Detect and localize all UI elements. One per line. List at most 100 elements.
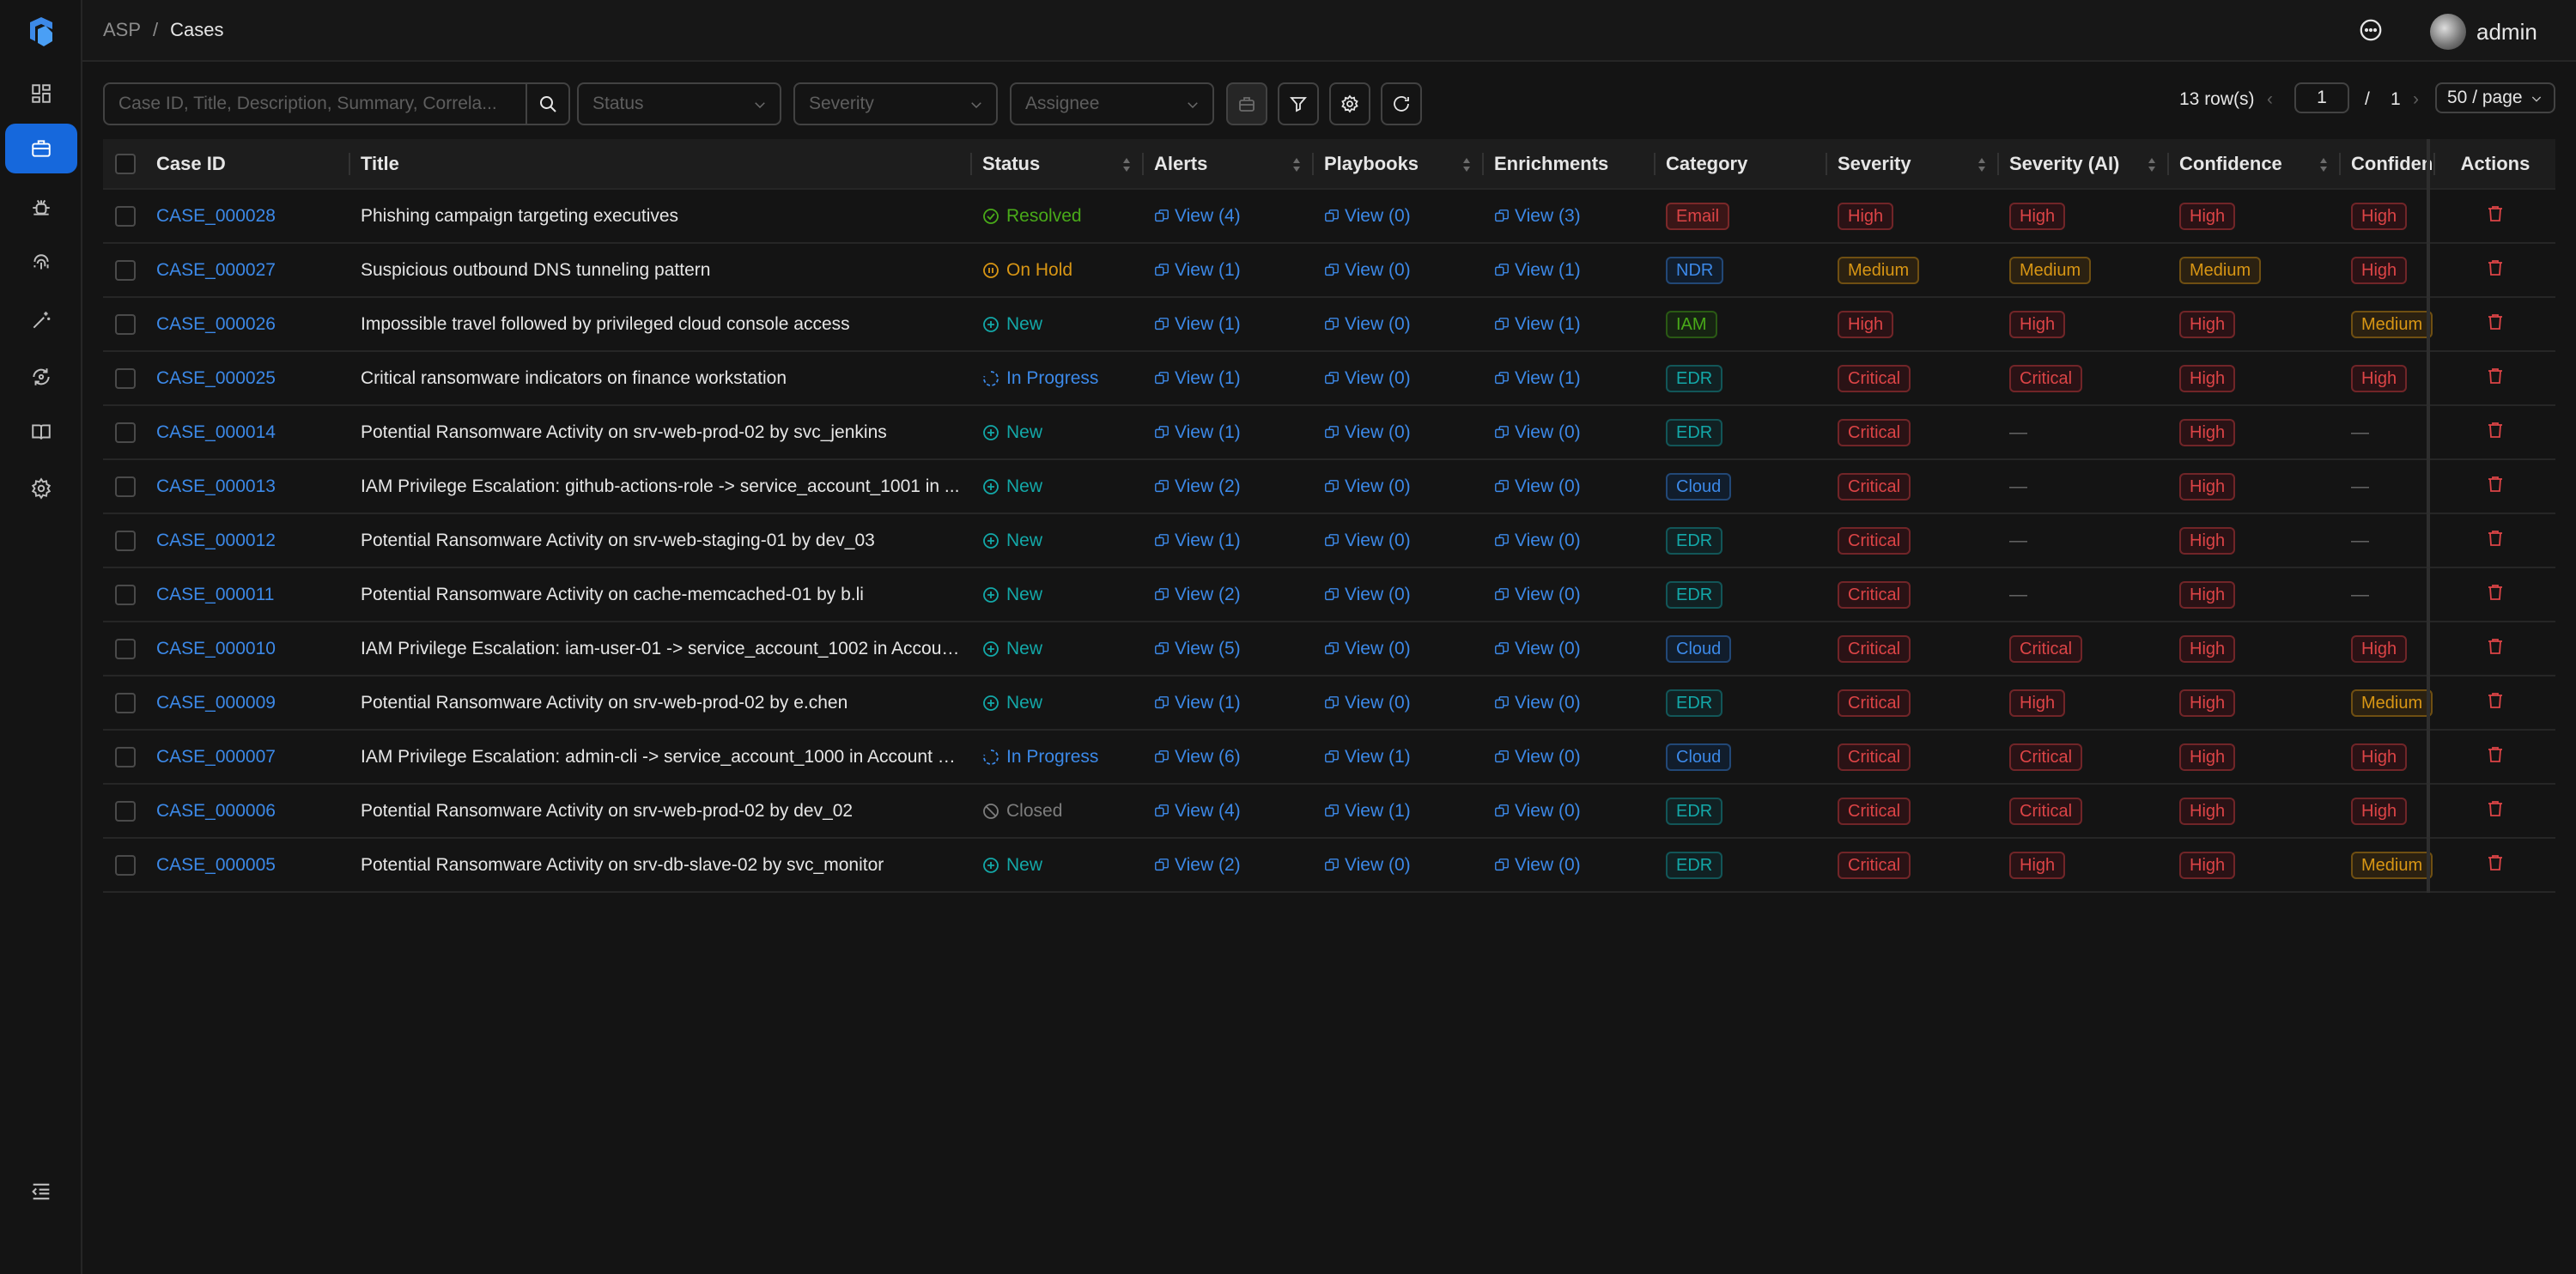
- case-id-link[interactable]: CASE_000007: [156, 746, 276, 767]
- refresh-button[interactable]: [1381, 82, 1422, 125]
- enrichments-link[interactable]: View (0): [1494, 422, 1645, 443]
- row-checkbox[interactable]: [115, 313, 136, 335]
- playbooks-link[interactable]: View (0): [1324, 368, 1473, 389]
- nav-settings[interactable]: [5, 464, 77, 513]
- nav-playbooks[interactable]: [5, 352, 77, 402]
- search-button[interactable]: [526, 82, 570, 125]
- row-checkbox[interactable]: [115, 692, 136, 713]
- column-header[interactable]: Playbooks: [1314, 139, 1484, 190]
- alerts-link[interactable]: View (4): [1154, 206, 1303, 227]
- sort-icon[interactable]: [1121, 156, 1132, 173]
- case-id-link[interactable]: CASE_000028: [156, 205, 276, 226]
- severity-select[interactable]: Severity: [793, 82, 998, 125]
- playbooks-link[interactable]: View (0): [1324, 693, 1473, 713]
- column-header[interactable]: Status: [972, 139, 1144, 190]
- sort-icon[interactable]: [2318, 156, 2329, 173]
- column-header[interactable]: Severity: [1827, 139, 1999, 190]
- case-id-link[interactable]: CASE_000025: [156, 367, 276, 388]
- playbooks-link[interactable]: View (0): [1324, 314, 1473, 335]
- breadcrumb-root[interactable]: ASP: [103, 19, 142, 40]
- playbooks-link[interactable]: View (0): [1324, 260, 1473, 281]
- row-checkbox[interactable]: [115, 422, 136, 443]
- row-checkbox[interactable]: [115, 530, 136, 551]
- delete-button[interactable]: [2485, 367, 2506, 391]
- search-input[interactable]: Case ID, Title, Description, Summary, Co…: [103, 82, 527, 125]
- enrichments-link[interactable]: View (0): [1494, 801, 1645, 822]
- alerts-link[interactable]: View (2): [1154, 855, 1303, 876]
- case-id-link[interactable]: CASE_000009: [156, 692, 276, 713]
- delete-button[interactable]: [2485, 746, 2506, 769]
- nav-investigation[interactable]: [5, 239, 77, 288]
- app-logo-icon[interactable]: [25, 15, 58, 48]
- status-select[interactable]: Status: [577, 82, 781, 125]
- case-id-link[interactable]: CASE_000013: [156, 476, 276, 496]
- case-id-link[interactable]: CASE_000005: [156, 854, 276, 875]
- table-row[interactable]: CASE_000006 Potential Ransomware Activity…: [103, 784, 2555, 839]
- username[interactable]: admin: [2476, 19, 2537, 45]
- playbooks-link[interactable]: View (0): [1324, 422, 1473, 443]
- alerts-link[interactable]: View (2): [1154, 476, 1303, 497]
- table-row[interactable]: CASE_000014 Potential Ransomware Activity…: [103, 405, 2555, 460]
- table-row[interactable]: CASE_000027 Suspicious outbound DNS tunne…: [103, 243, 2555, 298]
- chat-icon[interactable]: [2358, 17, 2384, 43]
- table-row[interactable]: CASE_000010 IAM Privilege Escalation: iam…: [103, 622, 2555, 676]
- alerts-link[interactable]: View (5): [1154, 639, 1303, 659]
- bulk-action-button[interactable]: [1226, 82, 1267, 125]
- alerts-link[interactable]: View (1): [1154, 314, 1303, 335]
- playbooks-link[interactable]: View (1): [1324, 801, 1473, 822]
- case-id-link[interactable]: CASE_000014: [156, 422, 276, 442]
- table-row[interactable]: CASE_000005 Potential Ransomware Activity…: [103, 838, 2555, 893]
- enrichments-link[interactable]: View (1): [1494, 368, 1645, 389]
- nav-ai[interactable]: [5, 295, 77, 345]
- delete-button[interactable]: [2485, 854, 2506, 877]
- nav-dashboard[interactable]: [5, 69, 77, 118]
- alerts-link[interactable]: View (4): [1154, 801, 1303, 822]
- row-checkbox[interactable]: [115, 367, 136, 389]
- enrichments-link[interactable]: View (0): [1494, 855, 1645, 876]
- table-row[interactable]: CASE_000025 Critical ransomware indicator…: [103, 351, 2555, 406]
- row-checkbox[interactable]: [115, 476, 136, 497]
- playbooks-link[interactable]: View (0): [1324, 639, 1473, 659]
- sort-icon[interactable]: [1291, 156, 1302, 173]
- row-checkbox[interactable]: [115, 854, 136, 876]
- column-header[interactable]: Severity (AI): [1999, 139, 2169, 190]
- delete-button[interactable]: [2485, 422, 2506, 445]
- filter-button[interactable]: [1278, 82, 1319, 125]
- column-settings-button[interactable]: [1329, 82, 1370, 125]
- playbooks-link[interactable]: View (0): [1324, 855, 1473, 876]
- avatar[interactable]: [2430, 14, 2466, 50]
- sort-icon[interactable]: [2147, 156, 2157, 173]
- playbooks-link[interactable]: View (0): [1324, 476, 1473, 497]
- table-row[interactable]: CASE_000013 IAM Privilege Escalation: git…: [103, 459, 2555, 514]
- alerts-link[interactable]: View (1): [1154, 368, 1303, 389]
- alerts-link[interactable]: View (6): [1154, 747, 1303, 767]
- page-size-select[interactable]: 50 / page: [2435, 82, 2555, 113]
- delete-button[interactable]: [2485, 800, 2506, 823]
- row-checkbox[interactable]: [115, 638, 136, 659]
- alerts-link[interactable]: View (1): [1154, 531, 1303, 551]
- case-id-link[interactable]: CASE_000011: [156, 584, 275, 604]
- enrichments-link[interactable]: View (0): [1494, 693, 1645, 713]
- playbooks-link[interactable]: View (1): [1324, 747, 1473, 767]
- select-all-checkbox[interactable]: [115, 153, 136, 174]
- case-id-link[interactable]: CASE_000027: [156, 259, 276, 280]
- playbooks-link[interactable]: View (0): [1324, 585, 1473, 605]
- enrichments-link[interactable]: View (3): [1494, 206, 1645, 227]
- table-row[interactable]: CASE_000026 Impossible travel followed by…: [103, 297, 2555, 352]
- row-checkbox[interactable]: [115, 584, 136, 605]
- row-checkbox[interactable]: [115, 259, 136, 281]
- alerts-link[interactable]: View (1): [1154, 422, 1303, 443]
- row-checkbox[interactable]: [115, 800, 136, 822]
- table-row[interactable]: CASE_000011 Potential Ransomware Activity…: [103, 567, 2555, 622]
- enrichments-link[interactable]: View (0): [1494, 531, 1645, 551]
- enrichments-link[interactable]: View (1): [1494, 260, 1645, 281]
- case-id-link[interactable]: CASE_000012: [156, 530, 276, 550]
- row-checkbox[interactable]: [115, 205, 136, 227]
- delete-button[interactable]: [2485, 692, 2506, 715]
- enrichments-link[interactable]: View (0): [1494, 747, 1645, 767]
- enrichments-link[interactable]: View (0): [1494, 476, 1645, 497]
- nav-knowledge[interactable]: [5, 407, 77, 457]
- table-row[interactable]: CASE_000007 IAM Privilege Escalation: adm…: [103, 730, 2555, 785]
- next-page-icon[interactable]: ›: [2413, 89, 2419, 109]
- enrichments-link[interactable]: View (1): [1494, 314, 1645, 335]
